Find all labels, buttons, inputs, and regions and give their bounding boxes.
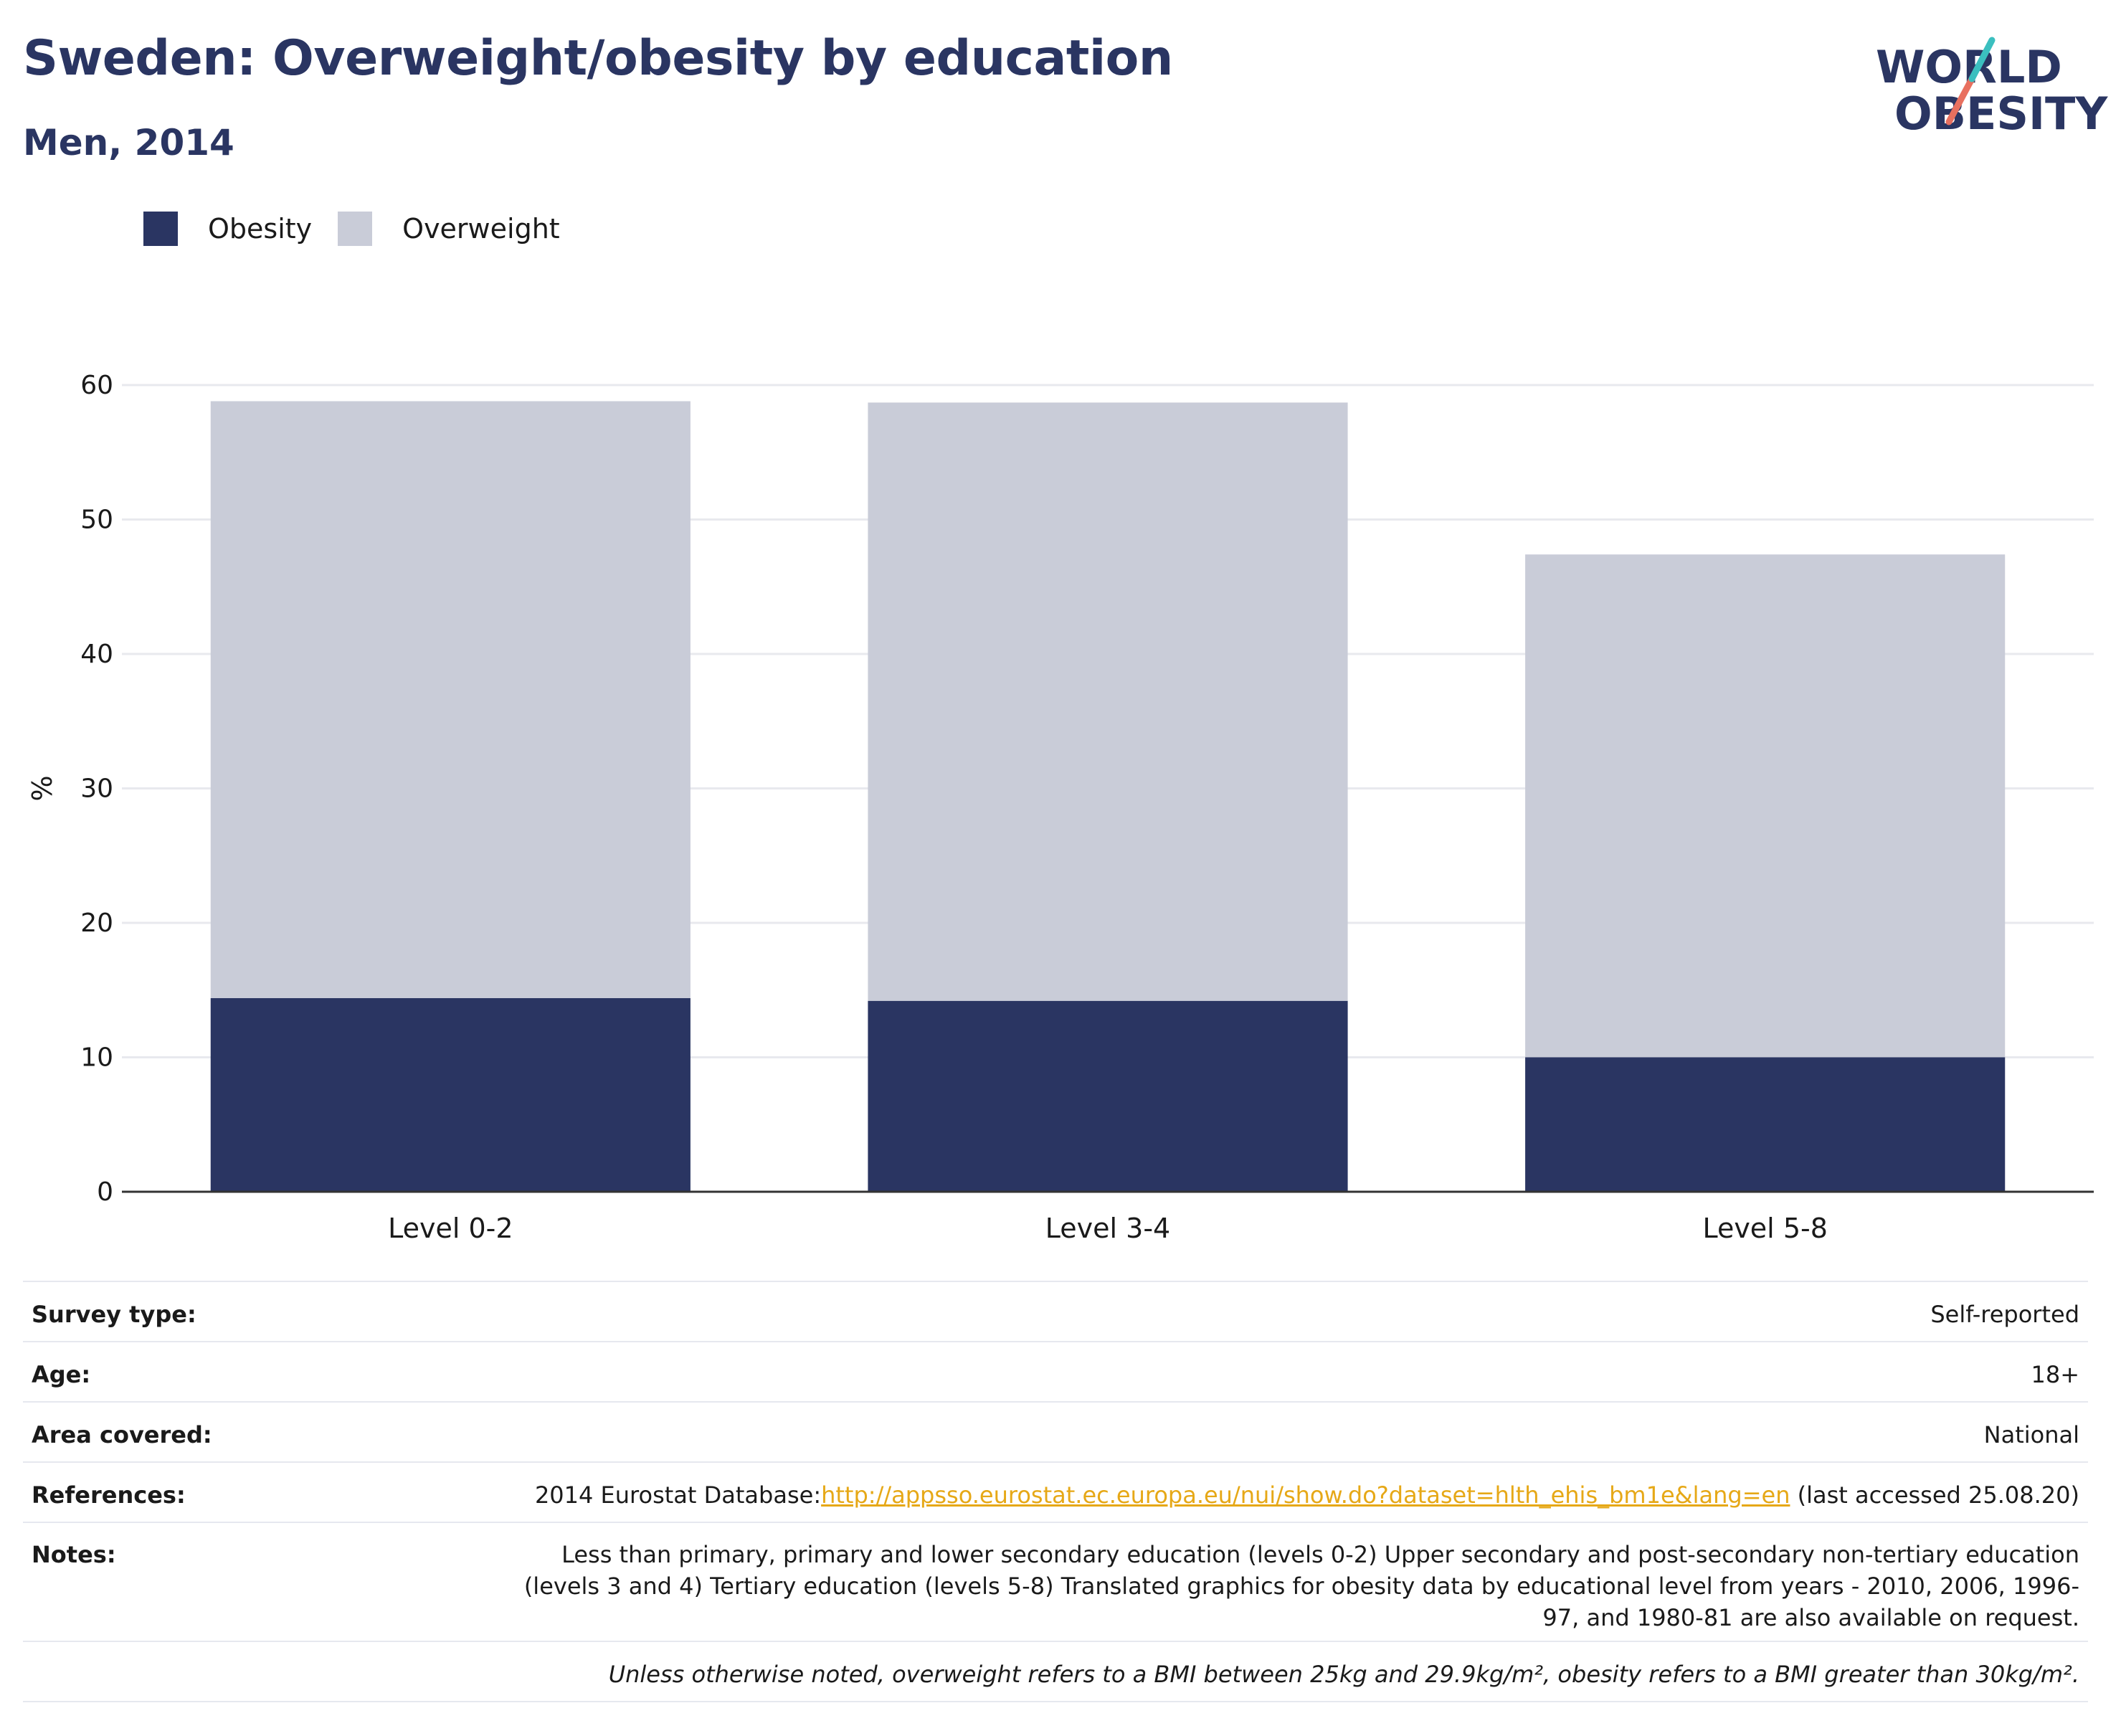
- metadata-table: Survey type: Self-reported Age: 18+ Area…: [23, 1281, 2088, 1702]
- meta-key-notes: Notes:: [23, 1522, 485, 1641]
- world-obesity-logo: WORLD OBESITY: [1864, 22, 2108, 151]
- references-prefix: 2014 Eurostat Database:: [534, 1481, 822, 1509]
- meta-row-area: Area covered: National: [23, 1401, 2088, 1462]
- y-tick-label: 10: [80, 1043, 113, 1073]
- stacked-bar-chart: 0 10 20 30 40 50 60% Level 0-2 Level 3-4 Level 5-…: [27, 371, 2094, 1244]
- y-tick-label: 30: [80, 774, 113, 804]
- meta-value-area: National: [485, 1401, 2088, 1462]
- page-title: Sweden: Overweight/obesity by education: [23, 30, 1173, 87]
- meta-value-notes: Less than primary, primary and lower sec…: [485, 1522, 2088, 1641]
- meta-row-notes: Notes: Less than primary, primary and lo…: [23, 1522, 2088, 1641]
- meta-row-footnote: Unless otherwise noted, overweight refer…: [23, 1641, 2088, 1702]
- meta-key-survey-type: Survey type:: [23, 1281, 485, 1342]
- meta-value-age: 18+: [485, 1341, 2088, 1402]
- references-link[interactable]: http://appsso.eurostat.ec.europa.eu/nui/…: [821, 1481, 1790, 1509]
- footnote: Unless otherwise noted, overweight refer…: [23, 1641, 2088, 1702]
- bar-overweight: [1525, 554, 2006, 1058]
- legend-item-obesity[interactable]: Obesity: [143, 212, 312, 246]
- meta-key-area: Area covered:: [23, 1401, 485, 1462]
- y-tick-label: 50: [80, 506, 113, 535]
- meta-row-references: References: 2014 Eurostat Database:http:…: [23, 1461, 2088, 1522]
- y-tick-label: 20: [80, 909, 113, 938]
- x-tick-label: Level 3-4: [1045, 1213, 1170, 1244]
- meta-key-age: Age:: [23, 1341, 485, 1402]
- y-tick-label: 40: [80, 640, 113, 669]
- logo-slash-coral: [1945, 75, 1975, 125]
- x-tick-label: Level 5-8: [1702, 1213, 1827, 1244]
- x-tick-label: Level 0-2: [388, 1213, 513, 1244]
- bar-obesity: [210, 998, 691, 1192]
- bar-overweight: [868, 402, 1348, 1001]
- y-tick-label: 60: [80, 371, 113, 400]
- page-subtitle: Men, 2014: [23, 122, 234, 163]
- chart-legend: Obesity Overweight: [143, 212, 586, 246]
- logo-slash-teal: [1968, 37, 1996, 82]
- bar-obesity: [868, 1000, 1348, 1192]
- logo-line2: OBESITY: [1894, 87, 2108, 140]
- meta-value-references: 2014 Eurostat Database:http://appsso.eur…: [485, 1461, 2088, 1522]
- bar-obesity: [1525, 1057, 2006, 1192]
- meta-row-age: Age: 18+: [23, 1341, 2088, 1402]
- meta-key-references: References:: [23, 1461, 485, 1522]
- legend-swatch-obesity: [143, 212, 178, 246]
- y-tick-label: 0: [97, 1177, 113, 1207]
- legend-label-obesity: Obesity: [208, 213, 313, 245]
- legend-item-overweight[interactable]: Overweight: [338, 212, 560, 246]
- bar-overweight: [210, 401, 691, 998]
- y-axis-label: %: [27, 775, 58, 801]
- meta-value-survey-type: Self-reported: [485, 1281, 2088, 1342]
- legend-swatch-overweight: [338, 212, 373, 246]
- references-suffix: (last accessed 25.08.20): [1790, 1481, 2079, 1509]
- legend-label-overweight: Overweight: [402, 213, 560, 245]
- meta-row-survey-type: Survey type: Self-reported: [23, 1281, 2088, 1342]
